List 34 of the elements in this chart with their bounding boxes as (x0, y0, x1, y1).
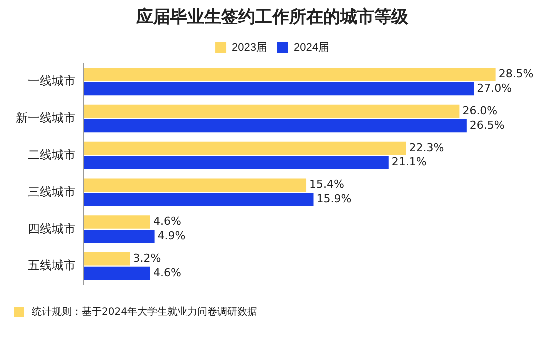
bar (84, 82, 474, 96)
bar (84, 252, 130, 266)
bar (84, 104, 460, 118)
y-tick-label: 三线城市 (28, 184, 76, 199)
bar (84, 193, 314, 206)
y-tick-label: 四线城市 (28, 222, 76, 236)
data-label: 4.6% (153, 215, 182, 228)
chart-title: 应届毕业生签约工作所在的城市等级 (136, 8, 410, 28)
y-tick-label: 一线城市 (28, 74, 76, 88)
bar (84, 230, 155, 244)
bar (84, 216, 150, 229)
data-label: 15.9% (316, 192, 352, 206)
data-label: 4.6% (153, 266, 182, 280)
bar (84, 156, 389, 170)
data-label: 22.3% (409, 141, 444, 154)
bar (84, 266, 150, 280)
data-label: 26.0% (462, 104, 498, 118)
bar (84, 68, 496, 82)
data-label: 21.1% (392, 156, 427, 169)
bar (84, 178, 307, 192)
data-label: 4.9% (158, 230, 186, 243)
y-tick-label: 五线城市 (28, 258, 76, 273)
y-tick-label: 二线城市 (28, 148, 76, 162)
data-label: 26.5% (470, 118, 505, 132)
data-label: 3.2% (133, 252, 162, 266)
y-tick-label: 新一线城市 (16, 111, 76, 126)
bar (84, 142, 406, 156)
legend-label: 2024届 (294, 42, 330, 54)
text: 统计规则：基于2024年大学生就业力问卷调研数据 (32, 306, 258, 319)
data-label: 27.0% (477, 82, 512, 95)
data-label: 28.5% (498, 68, 534, 81)
legend-label: 2023届 (232, 42, 268, 54)
data-label: 15.4% (310, 178, 344, 192)
bar (84, 119, 467, 133)
